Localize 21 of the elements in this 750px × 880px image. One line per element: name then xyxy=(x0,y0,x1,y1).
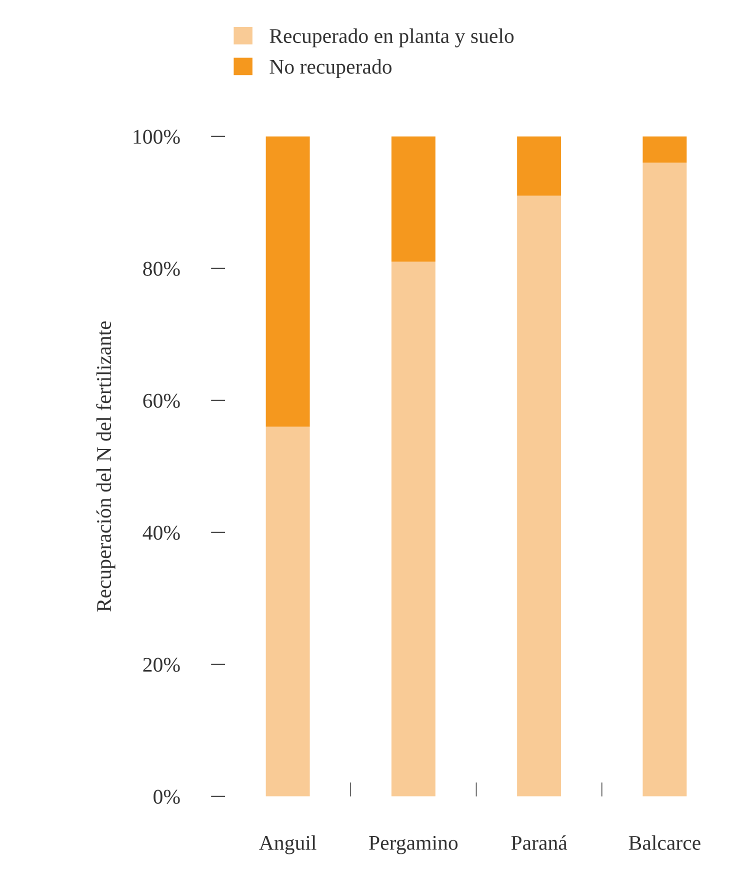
x-tick-label: Paraná xyxy=(511,835,568,850)
y-tick-label: 100% xyxy=(134,130,180,144)
bar xyxy=(642,136,687,163)
bar xyxy=(517,196,562,796)
x-tick-label: Anguil xyxy=(259,835,316,854)
bar xyxy=(642,162,687,796)
bar xyxy=(266,426,310,796)
legend-label: No recuperado xyxy=(270,59,392,78)
y-tick-label: 80% xyxy=(143,262,180,276)
y-tick-label: 0% xyxy=(154,790,180,804)
legend-label: Recuperado en planta y suelo xyxy=(270,28,514,48)
y-tick-label: 40% xyxy=(142,526,180,540)
bar xyxy=(391,262,436,796)
bar xyxy=(266,136,310,427)
y-tick-label: 60% xyxy=(143,394,180,408)
x-tick-label: Balcarce xyxy=(628,835,700,850)
y-axis-title: Recuperación del N del fertilizante xyxy=(96,321,116,612)
bar xyxy=(517,136,562,196)
bar xyxy=(391,136,436,262)
y-tick-label: 20% xyxy=(143,658,180,672)
x-tick-label: Pergamino xyxy=(369,836,458,854)
